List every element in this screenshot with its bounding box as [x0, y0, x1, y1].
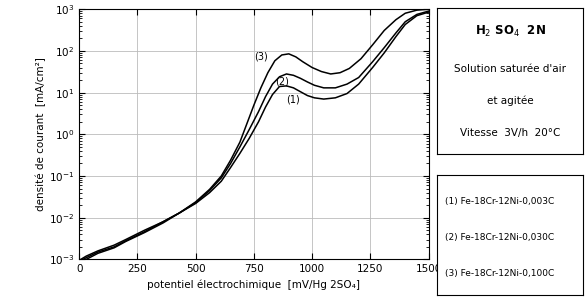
- Text: H$_2$ SO$_4$  2N: H$_2$ SO$_4$ 2N: [474, 23, 546, 39]
- Text: (2) Fe-18Cr-12Ni-0,030C: (2) Fe-18Cr-12Ni-0,030C: [444, 233, 554, 242]
- Text: (3) Fe-18Cr-12Ni-0,100C: (3) Fe-18Cr-12Ni-0,100C: [444, 269, 554, 278]
- Text: et agitée: et agitée: [487, 96, 534, 106]
- Text: Vitesse  3V/h  20°C: Vitesse 3V/h 20°C: [460, 128, 560, 138]
- Text: Solution saturée d'air: Solution saturée d'air: [454, 64, 566, 74]
- Text: (1) Fe-18Cr-12Ni-0,003C: (1) Fe-18Cr-12Ni-0,003C: [444, 197, 554, 206]
- Text: (2): (2): [275, 77, 289, 87]
- Text: (1): (1): [286, 94, 301, 104]
- X-axis label: potentiel électrochimique  [mV/Hg 2SO₄]: potentiel électrochimique [mV/Hg 2SO₄]: [147, 280, 360, 290]
- Y-axis label: densité de courant  [mA/cm²]: densité de courant [mA/cm²]: [36, 57, 46, 211]
- Text: (3): (3): [254, 51, 268, 61]
